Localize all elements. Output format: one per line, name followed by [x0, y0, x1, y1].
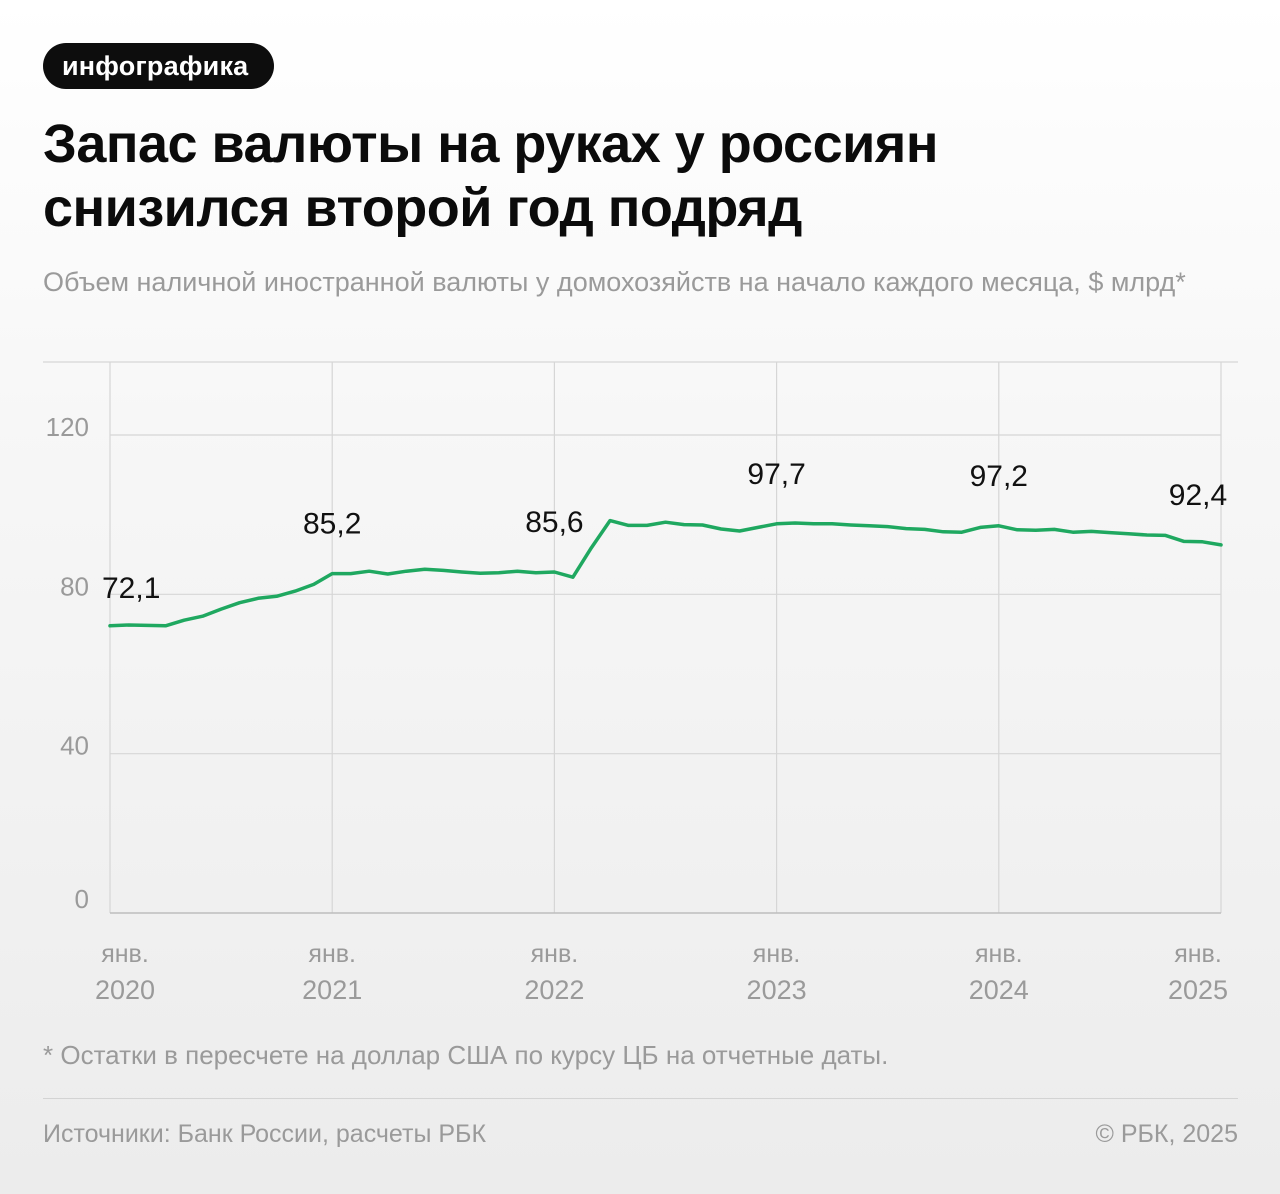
x-tick-year: 2024 [969, 975, 1029, 1005]
infographic-tag: инфографика [43, 43, 275, 89]
y-tick-label: 80 [60, 571, 89, 601]
x-tick-year: 2021 [302, 975, 362, 1005]
line-chart: 0 40 80 120 янв. 2020 янв. 2021 янв. 2022 янв. 2023… [43, 361, 1238, 1005]
y-tick-label: 0 [75, 884, 89, 914]
x-tick-month: янв. [531, 940, 579, 968]
data-label: 97,7 [747, 458, 805, 491]
data-label: 72,1 [102, 572, 160, 605]
chart-title: Запас валюты на руках у россиян снизился… [43, 114, 938, 238]
y-tick-label: 120 [46, 412, 89, 442]
footer-divider [43, 1098, 1238, 1099]
x-tick-year: 2020 [95, 975, 155, 1005]
data-label: 97,2 [970, 460, 1028, 493]
data-label: 85,6 [525, 506, 583, 539]
source-text: Источники: Банк России, расчеты РБК [43, 1120, 487, 1148]
y-tick-label: 40 [60, 731, 89, 761]
x-tick-month: янв. [308, 940, 356, 968]
data-label: 85,2 [303, 508, 361, 541]
copyright-text: © РБК, 2025 [1095, 1120, 1238, 1148]
x-tick-month: янв. [1174, 940, 1222, 968]
series-line [108, 518, 1223, 628]
chart-subtitle: Объем наличной иностранной валюты у домо… [43, 267, 1186, 297]
x-tick-month: янв. [975, 940, 1023, 968]
x-tick-year: 2025 [1168, 975, 1228, 1005]
footnote: * Остатки в пересчете на доллар США по к… [43, 1040, 889, 1070]
x-tick-year: 2023 [747, 975, 807, 1005]
data-label: 92,4 [1169, 479, 1227, 512]
x-tick-month: янв. [101, 940, 149, 968]
x-tick-year: 2022 [524, 975, 584, 1005]
x-tick-month: янв. [753, 940, 801, 968]
